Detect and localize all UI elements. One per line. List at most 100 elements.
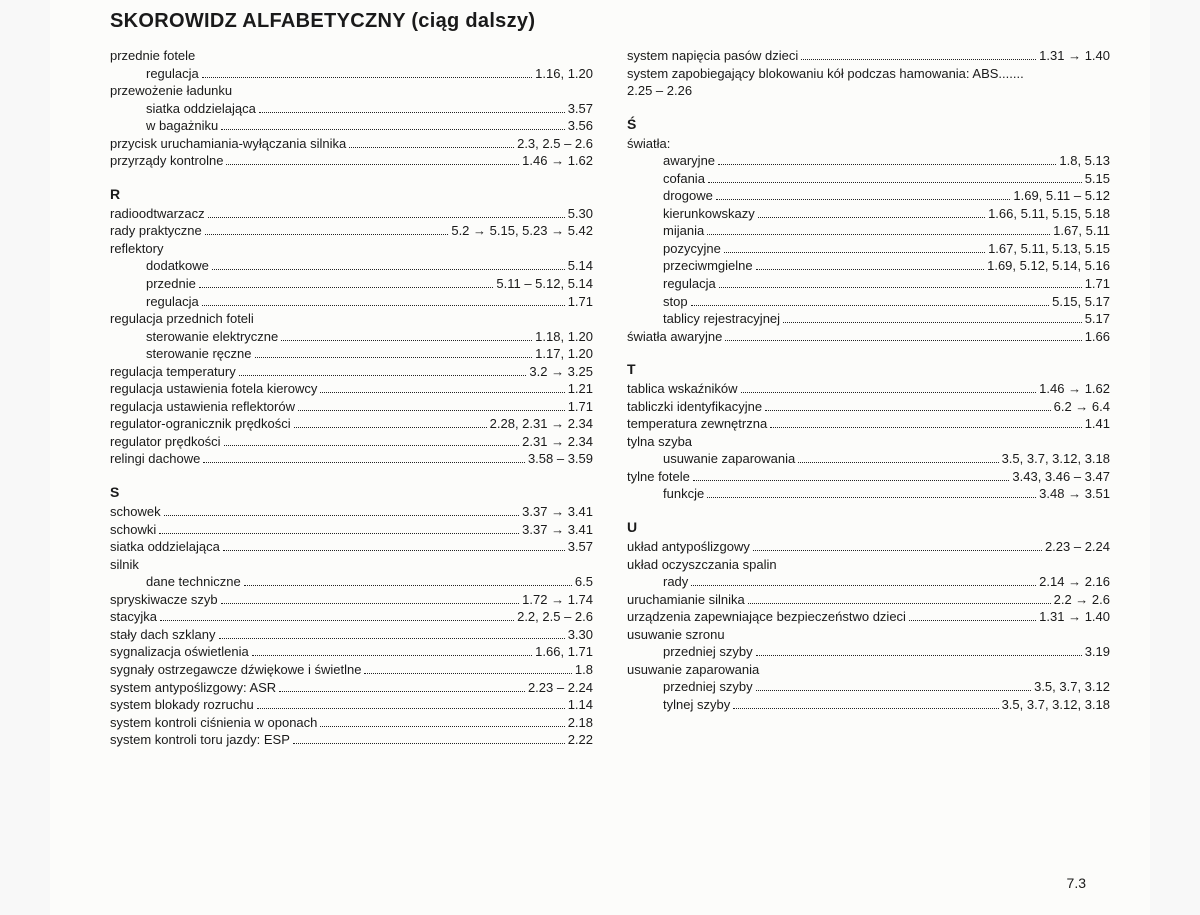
entry-pages: 2.2, 2.5 – 2.6 bbox=[517, 608, 593, 626]
index-heading: regulacja przednich foteli bbox=[110, 310, 593, 328]
index-entry: rady praktyczne 5.2 → 5.15, 5.23 → 5.42 bbox=[110, 222, 593, 240]
entry-pages: 3.5, 3.7, 3.12, 3.18 bbox=[1002, 696, 1110, 714]
entry-label: dodatkowe bbox=[146, 257, 209, 275]
index-entry: regulator-ogranicznik prędkości2.28, 2.3… bbox=[110, 415, 593, 433]
entry-pages: 1.71 bbox=[1085, 275, 1110, 293]
entry-label: system blokady rozruchu bbox=[110, 696, 254, 714]
index-entry: pozycyjne1.67, 5.11, 5.13, 5.15 bbox=[627, 240, 1110, 258]
leader-dots bbox=[205, 224, 449, 235]
leader-dots bbox=[798, 452, 998, 463]
entry-label: regulator prędkości bbox=[110, 433, 221, 451]
leader-dots bbox=[259, 101, 565, 112]
leader-dots bbox=[219, 627, 565, 638]
leader-dots bbox=[349, 136, 514, 147]
page-title: SKOROWIDZ ALFABETYCZNY (ciąg dalszy) bbox=[110, 10, 1110, 33]
entry-label: radioodtwarzacz bbox=[110, 205, 205, 223]
section-letter: U bbox=[627, 519, 1110, 535]
index-entry: światła awaryjne1.66 bbox=[627, 328, 1110, 346]
index-entry: dane techniczne 6.5 bbox=[110, 573, 593, 591]
index-entry: awaryjne1.8, 5.13 bbox=[627, 152, 1110, 170]
entry-label: sterowanie elektryczne bbox=[146, 328, 278, 346]
entry-pages: 2.2 → 2.6 bbox=[1054, 591, 1110, 609]
entry-pages: 2.28, 2.31 → 2.34 bbox=[490, 415, 593, 433]
leader-dots bbox=[244, 575, 572, 586]
entry-pages: 3.48 → 3.51 bbox=[1039, 485, 1110, 503]
index-heading: usuwanie zaparowania bbox=[627, 661, 1110, 679]
index-heading: światła: bbox=[627, 135, 1110, 153]
index-entry: regulacja temperatury3.2 → 3.25 bbox=[110, 363, 593, 381]
entry-label: kierunkowskazy bbox=[663, 205, 755, 223]
leader-dots bbox=[202, 66, 532, 77]
index-entry: cofania 5.15 bbox=[627, 170, 1110, 188]
index-entry: kierunkowskazy 1.66, 5.11, 5.15, 5.18 bbox=[627, 205, 1110, 223]
leader-dots bbox=[716, 189, 1011, 200]
section-letter: R bbox=[110, 186, 593, 202]
index-entry: system blokady rozruchu 1.14 bbox=[110, 696, 593, 714]
entry-pages: 3.19 bbox=[1085, 643, 1110, 661]
entry-pages: 3.37 → 3.41 bbox=[522, 503, 593, 521]
entry-pages: 5.2 → 5.15, 5.23 → 5.42 bbox=[451, 222, 593, 240]
entry-pages: 1.66, 1.71 bbox=[535, 643, 593, 661]
entry-pages: 6.2 → 6.4 bbox=[1054, 398, 1110, 416]
entry-label: schowki bbox=[110, 521, 156, 539]
index-entry: przedniej szyby 3.5, 3.7, 3.12 bbox=[627, 678, 1110, 696]
index-columns: przednie foteleregulacja1.16, 1.20przewo… bbox=[110, 47, 1110, 749]
entry-label: przednie bbox=[146, 275, 196, 293]
index-entry: sterowanie ręczne1.17, 1.20 bbox=[110, 345, 593, 363]
section-letter: S bbox=[110, 484, 593, 500]
index-entry: radioodtwarzacz5.30 bbox=[110, 205, 593, 223]
entry-pages: 1.21 bbox=[568, 380, 593, 398]
leader-dots bbox=[708, 171, 1082, 182]
leader-dots bbox=[293, 733, 565, 744]
index-heading: reflektory bbox=[110, 240, 593, 258]
index-entry: schowek3.37 → 3.41 bbox=[110, 503, 593, 521]
leader-dots bbox=[199, 277, 494, 288]
entry-label: pozycyjne bbox=[663, 240, 721, 258]
page-number: 7.3 bbox=[1067, 875, 1086, 891]
section-letter: Ś bbox=[627, 116, 1110, 132]
entry-label: stały dach szklany bbox=[110, 626, 216, 644]
entry-label: regulacja bbox=[146, 293, 199, 311]
index-entry: siatka oddzielająca3.57 bbox=[110, 538, 593, 556]
entry-pages: 5.15 bbox=[1085, 170, 1110, 188]
entry-pages: 1.71 bbox=[568, 398, 593, 416]
entry-label: uruchamianie silnika bbox=[627, 591, 745, 609]
index-entry: drogowe 1.69, 5.11 – 5.12 bbox=[627, 187, 1110, 205]
leader-dots bbox=[909, 610, 1036, 621]
entry-pages: 2.23 – 2.24 bbox=[528, 679, 593, 697]
index-entry: spryskiwacze szyb1.72 → 1.74 bbox=[110, 591, 593, 609]
index-entry: tablicy rejestracyjnej5.17 bbox=[627, 310, 1110, 328]
entry-pages: 1.66, 5.11, 5.15, 5.18 bbox=[988, 205, 1110, 223]
entry-label: stop bbox=[663, 293, 688, 311]
entry-pages: 5.14 bbox=[568, 257, 593, 275]
index-entry: regulacja ustawienia fotela kierowcy1.21 bbox=[110, 380, 593, 398]
entry-pages: 1.69, 5.11 – 5.12 bbox=[1013, 187, 1110, 205]
leader-dots bbox=[724, 242, 985, 253]
leader-dots bbox=[224, 435, 520, 446]
entry-label: drogowe bbox=[663, 187, 713, 205]
entry-label: przedniej szyby bbox=[663, 678, 753, 696]
entry-pages: 1.14 bbox=[568, 696, 593, 714]
leader-dots bbox=[693, 470, 1010, 481]
leader-dots bbox=[753, 540, 1042, 551]
index-entry: rady2.14 → 2.16 bbox=[627, 573, 1110, 591]
entry-label: system napięcia pasów dzieci bbox=[627, 47, 798, 65]
entry-label: regulacja ustawienia reflektorów bbox=[110, 398, 295, 416]
leader-dots bbox=[758, 206, 985, 217]
entry-pages: 1.41 bbox=[1085, 415, 1110, 433]
entry-label: siatka oddzielająca bbox=[146, 100, 256, 118]
entry-label: rady praktyczne bbox=[110, 222, 202, 240]
entry-pages: 1.17, 1.20 bbox=[535, 345, 593, 363]
leader-dots bbox=[226, 154, 519, 165]
index-entry: relingi dachowe3.58 – 3.59 bbox=[110, 450, 593, 468]
entry-label: regulacja bbox=[663, 275, 716, 293]
leader-dots bbox=[255, 347, 533, 358]
entry-pages: 6.5 bbox=[575, 573, 593, 591]
index-heading: silnik bbox=[110, 556, 593, 574]
entry-label: cofania bbox=[663, 170, 705, 188]
entry-label: przedniej szyby bbox=[663, 643, 753, 661]
entry-label: spryskiwacze szyb bbox=[110, 591, 218, 609]
index-entry: tylne fotele3.43, 3.46 – 3.47 bbox=[627, 468, 1110, 486]
entry-label: dane techniczne bbox=[146, 573, 241, 591]
entry-pages: 3.5, 3.7, 3.12 bbox=[1034, 678, 1110, 696]
